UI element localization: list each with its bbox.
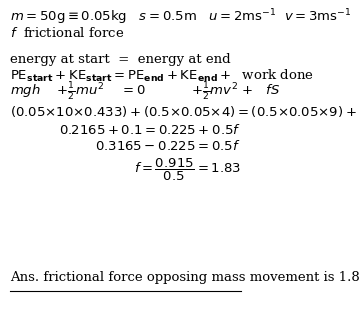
Text: $m = 50\mathrm{g} \equiv 0.05\mathrm{kg}$   $s = 0.5\mathrm{m}$   $u = 2\mathrm{: $m = 50\mathrm{g} \equiv 0.05\mathrm{kg}… <box>10 7 351 27</box>
Text: $0.3165 - 0.225 = 0.5f$: $0.3165 - 0.225 = 0.5f$ <box>95 139 241 153</box>
Text: energy at start  =  energy at end: energy at start = energy at end <box>10 53 231 66</box>
Text: Ans. frictional force opposing mass movement is 1.83N: Ans. frictional force opposing mass move… <box>10 271 359 284</box>
Text: $(0.05{\times}10{\times}0.433) + (0.5{\times}0.05{\times}4) = (0.5{\times}0.05{\: $(0.05{\times}10{\times}0.433) + (0.5{\t… <box>10 104 359 119</box>
Text: $\mathrm{PE}_{\mathbf{start}} + \mathrm{KE}_{\mathbf{start}} = \mathrm{PE}_{\mat: $\mathrm{PE}_{\mathbf{start}} + \mathrm{… <box>10 68 314 84</box>
Text: $mgh$    $+\frac{1}{2}mu^{2}$    $= 0$           $+\frac{1}{2}mv^{2}$ $+$   $fS$: $mgh$ $+\frac{1}{2}mu^{2}$ $= 0$ $+\frac… <box>10 81 280 103</box>
Text: $f$  frictional force: $f$ frictional force <box>10 26 124 40</box>
Text: $f = \dfrac{0.915}{0.5} = 1.83$: $f = \dfrac{0.915}{0.5} = 1.83$ <box>134 157 241 183</box>
Text: $0.2165 + 0.1 = 0.225 + 0.5f$: $0.2165 + 0.1 = 0.225 + 0.5f$ <box>59 123 241 137</box>
